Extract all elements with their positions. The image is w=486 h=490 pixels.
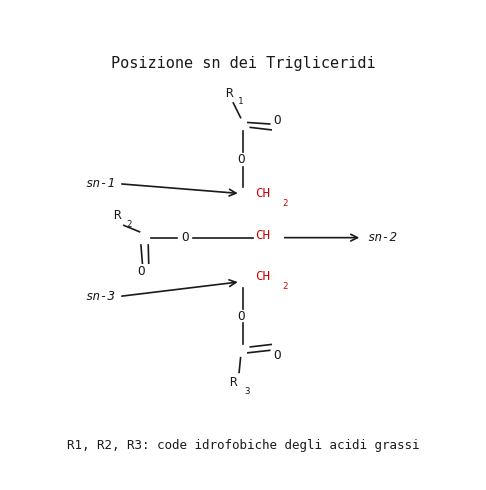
- Text: O: O: [273, 114, 281, 126]
- Text: 1: 1: [238, 98, 243, 106]
- Text: CH: CH: [255, 229, 270, 242]
- Text: 3: 3: [244, 387, 250, 395]
- Text: CH: CH: [255, 187, 270, 200]
- Text: 2: 2: [282, 199, 287, 208]
- Text: sn-3: sn-3: [85, 290, 115, 303]
- Text: R1, R2, R3: code idrofobiche degli acidi grassi: R1, R2, R3: code idrofobiche degli acidi…: [67, 440, 419, 452]
- Text: 2: 2: [282, 282, 287, 291]
- Text: sn-1: sn-1: [85, 177, 115, 190]
- Text: R: R: [225, 87, 232, 99]
- Text: O: O: [237, 310, 244, 322]
- Text: sn-2: sn-2: [367, 231, 397, 244]
- Text: 2: 2: [126, 220, 132, 229]
- Text: R: R: [113, 209, 121, 222]
- Text: R: R: [229, 376, 237, 389]
- Text: Posizione sn dei Trigliceridi: Posizione sn dei Trigliceridi: [111, 56, 375, 71]
- Text: CH: CH: [255, 270, 270, 283]
- Text: O: O: [237, 153, 244, 166]
- Text: O: O: [273, 349, 281, 362]
- Text: O: O: [137, 266, 145, 278]
- Text: O: O: [181, 231, 189, 244]
